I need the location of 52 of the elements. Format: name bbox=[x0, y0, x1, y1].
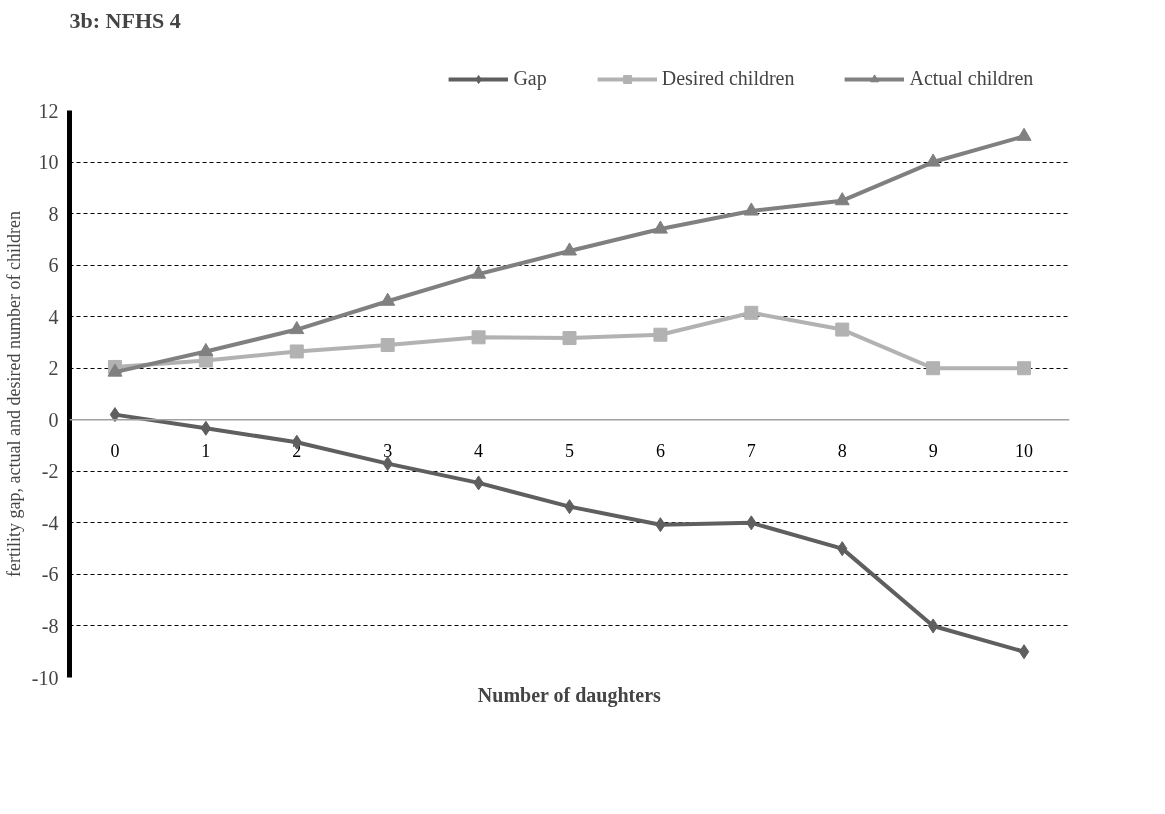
point bbox=[1017, 361, 1032, 376]
point bbox=[1016, 127, 1032, 141]
y-axis-title: fertility gap, actual and desired number of children bbox=[3, 211, 24, 577]
y-tick-label: 8 bbox=[48, 202, 59, 225]
point bbox=[927, 618, 939, 634]
point bbox=[1018, 644, 1030, 660]
y-tick-label: -4 bbox=[41, 511, 59, 534]
y-tick-label: -10 bbox=[31, 666, 59, 689]
point bbox=[744, 305, 759, 320]
point bbox=[835, 322, 850, 337]
point bbox=[198, 342, 214, 357]
point bbox=[562, 242, 577, 256]
point bbox=[380, 292, 396, 306]
x-tick-label: 1 bbox=[201, 440, 211, 461]
point bbox=[834, 192, 850, 206]
point bbox=[653, 327, 668, 342]
y-tick-label: 6 bbox=[48, 254, 59, 277]
point bbox=[200, 420, 212, 436]
x-tick-label: 5 bbox=[565, 440, 574, 461]
x-tick-label: 4 bbox=[474, 440, 484, 461]
x-tick-label: 7 bbox=[746, 440, 756, 461]
chart-title: 3b: NFHS 4 bbox=[69, 7, 181, 33]
point bbox=[380, 338, 395, 353]
point bbox=[289, 320, 305, 335]
point bbox=[925, 153, 941, 167]
point bbox=[562, 331, 577, 346]
legend-label: Gap bbox=[513, 67, 547, 90]
y-tick-label: -8 bbox=[41, 614, 59, 637]
point bbox=[652, 220, 668, 234]
x-tick-label: 0 bbox=[110, 440, 120, 461]
x-tick-label: 9 bbox=[928, 440, 938, 461]
x-tick-label: 6 bbox=[655, 440, 665, 461]
x-tick-label: 3 bbox=[383, 440, 393, 461]
point bbox=[289, 344, 304, 359]
legend-label: Desired children bbox=[661, 67, 795, 90]
y-tick-label: 2 bbox=[48, 357, 59, 380]
y-tick-label: -2 bbox=[41, 460, 59, 483]
point bbox=[926, 361, 941, 376]
x-tick-label: 8 bbox=[837, 440, 847, 461]
legend-label: Actual children bbox=[909, 67, 1034, 90]
x-axis-title: Number of daughters bbox=[477, 683, 662, 707]
point bbox=[471, 265, 487, 279]
point bbox=[109, 407, 121, 423]
y-tick-label: 12 bbox=[38, 99, 59, 122]
y-tick-label: -6 bbox=[41, 563, 59, 586]
point bbox=[107, 363, 123, 377]
y-tick-label: 10 bbox=[38, 151, 59, 174]
point bbox=[471, 330, 486, 345]
point bbox=[743, 202, 759, 216]
y-tick-label: 4 bbox=[48, 305, 59, 328]
x-tick-label: 10 bbox=[1015, 440, 1034, 461]
y-tick-label: 0 bbox=[48, 408, 59, 431]
